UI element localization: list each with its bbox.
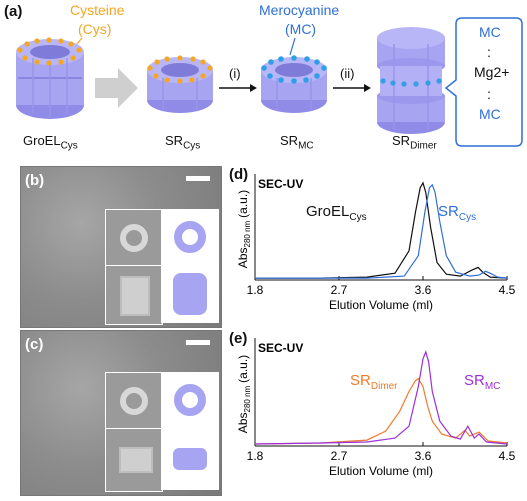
- model-b-side: [161, 265, 219, 323]
- stack-colon-top: :: [487, 44, 491, 60]
- model-c-side-barrel: [173, 448, 207, 470]
- merocyanine-label: Merocyanine: [259, 2, 340, 18]
- cys-abbrev-label: (Cys): [78, 21, 112, 37]
- model-b-top: [161, 209, 219, 265]
- chart-title: SEC-UV: [258, 341, 303, 355]
- groel-barrel-illustration: [16, 37, 84, 119]
- x-axis-label: Elution Volume (ml): [329, 298, 433, 312]
- sr-cys-main: SR: [165, 133, 184, 148]
- groel-name: GroELCys: [23, 133, 78, 152]
- mc-stack-bracket: [444, 17, 523, 147]
- x-tick-label: 1.8: [247, 449, 264, 463]
- x-tick-label: 3.6: [415, 449, 432, 463]
- series-label-sub: Cys: [349, 212, 366, 223]
- panel-b-label: (b): [25, 172, 45, 189]
- model-b-side-barrel: [173, 273, 207, 315]
- inset-c-side-view: [105, 428, 163, 492]
- cysteine-label: Cysteine: [70, 2, 125, 18]
- process-arrow-big: [95, 68, 138, 108]
- groel-sub: Cys: [60, 140, 78, 152]
- stack-mc-top: MC: [479, 24, 501, 40]
- sr-dimer-name: SRDimer: [392, 133, 437, 152]
- series-line-1: [254, 350, 508, 445]
- inset-c-block: [119, 447, 153, 473]
- groel-main: GroEL: [23, 133, 61, 148]
- model-c-top-ring: [174, 384, 206, 416]
- y-axis-label-unit: (a.u.): [236, 190, 250, 218]
- x-tick-label: 4.5: [499, 283, 516, 297]
- series-label-1: SRMC: [464, 372, 500, 392]
- panel-c-label: (c): [25, 336, 44, 353]
- series-label-0: GroELCys: [306, 203, 367, 223]
- y-axis-label-main: Abs: [236, 413, 250, 434]
- stack-mg-text: Mg2+: [474, 64, 510, 80]
- inset-b-ring: [120, 224, 148, 252]
- x-tick-label: 3.6: [415, 283, 432, 297]
- scalebar-b: [186, 176, 210, 181]
- inset-b-block: [120, 276, 150, 316]
- stack-colon-bottom: :: [487, 86, 491, 102]
- series-label-sub: Cys: [459, 212, 476, 223]
- x-tick-label: 4.5: [499, 449, 516, 463]
- stack-mc-bottom: MC: [479, 106, 501, 122]
- chart-d: SEC-UV 1.8 2.7 3.6 4.5 Elution Volume (ml) Abs…: [236, 174, 516, 312]
- model-c-side: [161, 428, 219, 490]
- series-label-main: SR: [438, 203, 459, 220]
- inset-c-top-view: [105, 372, 163, 430]
- sr-cys-sub: Cys: [183, 140, 201, 152]
- inset-b-side-view: [105, 265, 163, 325]
- x-tick-label: 1.8: [247, 283, 264, 297]
- series-label-main: SR: [350, 372, 371, 389]
- sr-cys-name: SRCys: [165, 133, 200, 152]
- series-label-sub: Dimer: [371, 381, 398, 392]
- panel-e-label: (e): [229, 330, 248, 347]
- sr-dimer-main: SR: [392, 133, 411, 148]
- panel-a-label: (a): [4, 3, 23, 20]
- y-axis-label: Abs280 nm (a.u.): [236, 355, 252, 433]
- chart-title: SEC-UV: [258, 177, 303, 191]
- series-label-main: SR: [464, 372, 485, 389]
- y-axis-label-sub: 280 nm: [243, 385, 252, 412]
- sr-mc-illustration: [261, 55, 327, 113]
- model-b-top-ring: [174, 221, 206, 253]
- y-axis-label-main: Abs: [236, 248, 250, 269]
- y-axis-label-unit: (a.u.): [236, 355, 250, 383]
- sr-dimer-sub: Dimer: [410, 140, 437, 152]
- sr-mc-sub: MC: [298, 140, 314, 152]
- stack-mg-ion: Mg2+: [474, 64, 509, 80]
- sr-mc-main: SR: [280, 133, 299, 148]
- series-line-0: [254, 377, 508, 445]
- sr-cys-illustration: [147, 55, 213, 113]
- mc-abbrev-label: (MC): [285, 21, 317, 37]
- sr-dimer-illustration: [377, 27, 445, 134]
- series-label-main: GroEL: [306, 203, 349, 220]
- series-label-0: SRDimer: [350, 372, 398, 392]
- x-tick-label: 2.7: [331, 283, 348, 297]
- panel-d-label: (d): [229, 166, 249, 183]
- x-tick-label: 2.7: [331, 449, 348, 463]
- scalebar-c: [186, 340, 210, 345]
- inset-b-top-view: [105, 209, 163, 267]
- step-i-label: (i): [229, 66, 241, 81]
- step-ii-label: (ii): [340, 66, 355, 81]
- scheme-diagram: [16, 17, 523, 147]
- model-c-top: [161, 372, 219, 428]
- x-axis-label: Elution Volume (ml): [329, 464, 433, 478]
- inset-c-ring: [120, 387, 148, 415]
- series-label-1: SRCys: [438, 203, 476, 223]
- chart-e: SEC-UV 1.8 2.7 3.6 4.5 Elution Volume (ml) Abs…: [236, 338, 516, 478]
- sr-mc-name: SRMC: [280, 133, 314, 152]
- series-line-0: [255, 181, 508, 279]
- y-axis-label: Abs280 nm (a.u.): [236, 190, 252, 268]
- series-line-1: [255, 183, 508, 279]
- y-axis-label-sub: 280 nm: [243, 220, 252, 247]
- series-label-sub: MC: [485, 381, 501, 392]
